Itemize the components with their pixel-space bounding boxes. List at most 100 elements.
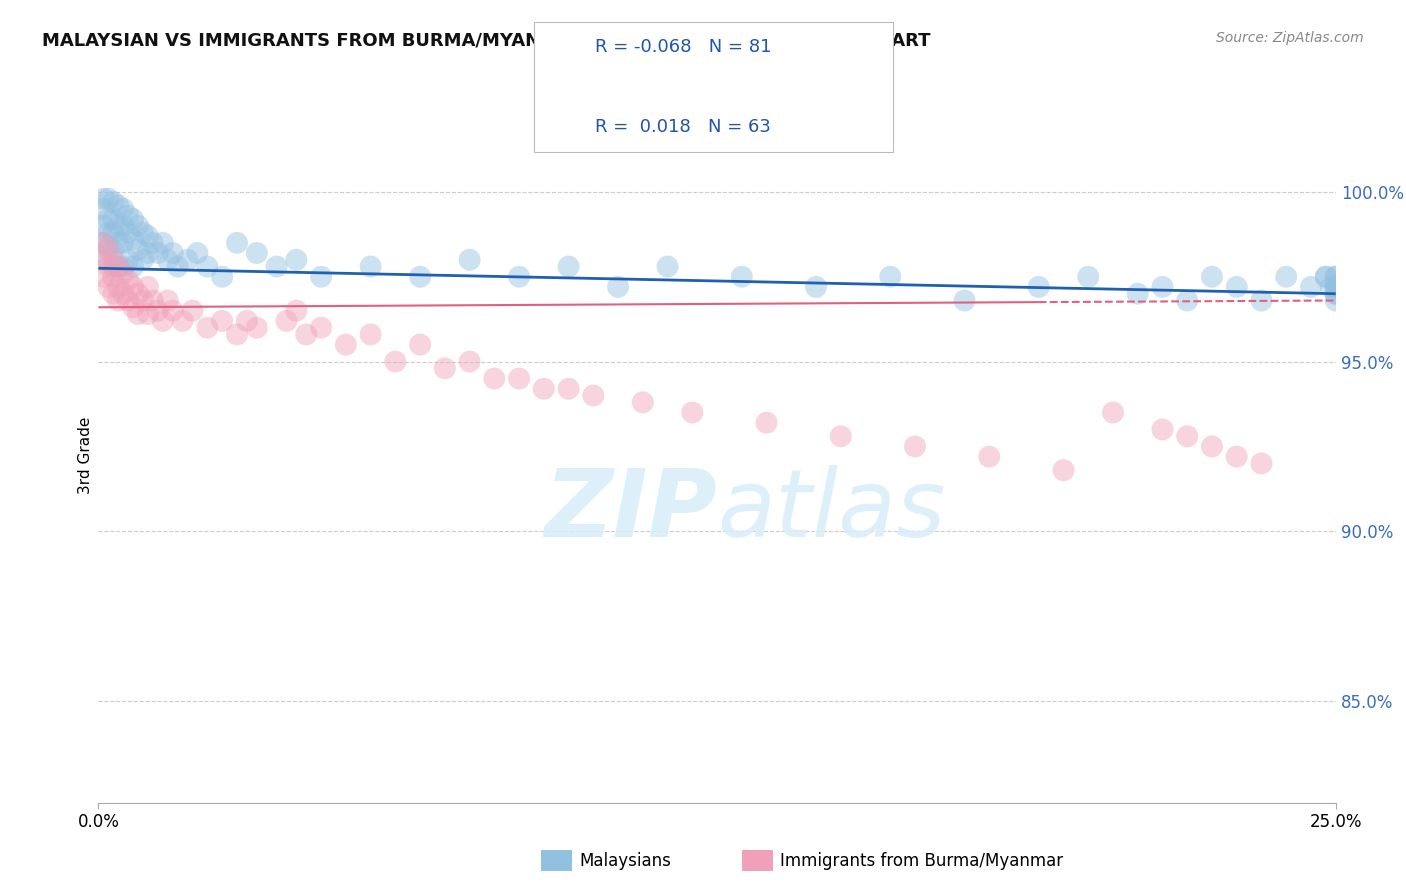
Point bbox=[132, 252, 155, 267]
Point bbox=[103, 286, 125, 301]
Point bbox=[97, 226, 120, 240]
Point bbox=[211, 314, 233, 328]
Point bbox=[1275, 269, 1298, 284]
Point bbox=[582, 388, 605, 402]
Point bbox=[107, 235, 129, 250]
Point bbox=[146, 303, 169, 318]
Point bbox=[142, 293, 165, 308]
Point bbox=[97, 243, 120, 257]
Point bbox=[117, 273, 139, 287]
Point bbox=[1226, 450, 1249, 464]
Point bbox=[309, 320, 332, 334]
Point bbox=[657, 260, 679, 274]
Point bbox=[127, 286, 149, 301]
Point bbox=[830, 429, 852, 443]
Point bbox=[107, 293, 129, 308]
Point bbox=[1324, 269, 1347, 284]
Point bbox=[136, 229, 159, 244]
Point bbox=[112, 266, 135, 280]
Point bbox=[557, 260, 579, 274]
Point bbox=[166, 260, 188, 274]
Point bbox=[979, 450, 1001, 464]
Point bbox=[1250, 457, 1272, 471]
Point bbox=[97, 260, 120, 274]
Point bbox=[1315, 269, 1337, 284]
Point bbox=[211, 269, 233, 284]
Point bbox=[97, 252, 120, 267]
Point bbox=[127, 243, 149, 257]
Point bbox=[172, 314, 194, 328]
Point bbox=[93, 252, 115, 267]
Point bbox=[136, 246, 159, 260]
Point bbox=[309, 269, 332, 284]
Text: atlas: atlas bbox=[717, 465, 945, 556]
Point bbox=[132, 293, 155, 308]
Text: R = -0.068   N = 81: R = -0.068 N = 81 bbox=[595, 38, 772, 56]
Point bbox=[226, 327, 249, 342]
Point bbox=[127, 219, 149, 233]
Point bbox=[103, 252, 125, 267]
Point bbox=[1250, 293, 1272, 308]
Y-axis label: 3rd Grade: 3rd Grade bbox=[77, 417, 93, 493]
Point bbox=[1315, 269, 1337, 284]
Point bbox=[236, 314, 259, 328]
Point bbox=[484, 371, 506, 385]
Point bbox=[107, 260, 129, 274]
Point bbox=[162, 246, 184, 260]
Point bbox=[103, 226, 125, 240]
Point bbox=[152, 235, 174, 250]
Point bbox=[953, 293, 976, 308]
Point bbox=[266, 260, 288, 274]
Point bbox=[681, 405, 703, 419]
Point bbox=[186, 246, 208, 260]
Point bbox=[631, 395, 654, 409]
Point bbox=[117, 293, 139, 308]
Point bbox=[409, 269, 432, 284]
Point bbox=[1201, 439, 1223, 453]
Point bbox=[112, 219, 135, 233]
Point bbox=[103, 260, 125, 274]
Text: Immigrants from Burma/Myanmar: Immigrants from Burma/Myanmar bbox=[780, 852, 1063, 870]
Point bbox=[122, 232, 145, 246]
Point bbox=[1077, 269, 1099, 284]
Point bbox=[226, 235, 249, 250]
Point bbox=[1152, 422, 1174, 436]
Point bbox=[93, 269, 115, 284]
Point bbox=[1201, 269, 1223, 284]
Point bbox=[112, 260, 135, 274]
Point bbox=[112, 202, 135, 216]
Text: MALAYSIAN VS IMMIGRANTS FROM BURMA/MYANMAR 3RD GRADE CORRELATION CHART: MALAYSIAN VS IMMIGRANTS FROM BURMA/MYANM… bbox=[42, 31, 931, 49]
Point bbox=[97, 192, 120, 206]
Text: R =  0.018   N = 63: R = 0.018 N = 63 bbox=[595, 118, 770, 136]
Point bbox=[152, 314, 174, 328]
Point bbox=[1324, 293, 1347, 308]
Point bbox=[127, 307, 149, 321]
Point bbox=[508, 269, 530, 284]
Point bbox=[112, 286, 135, 301]
Point bbox=[97, 239, 120, 253]
Point bbox=[1152, 280, 1174, 294]
Point bbox=[156, 293, 179, 308]
Point bbox=[1324, 269, 1347, 284]
Point bbox=[755, 416, 778, 430]
Point bbox=[295, 327, 318, 342]
Point bbox=[804, 280, 827, 294]
Point bbox=[93, 235, 115, 250]
Point bbox=[276, 314, 298, 328]
Point bbox=[409, 337, 432, 351]
Point bbox=[458, 354, 481, 368]
Point bbox=[1324, 280, 1347, 294]
Point bbox=[904, 439, 927, 453]
Point bbox=[1102, 405, 1125, 419]
Point bbox=[246, 246, 269, 260]
Point bbox=[1028, 280, 1050, 294]
Point bbox=[458, 252, 481, 267]
Point bbox=[181, 303, 204, 318]
Point bbox=[285, 252, 308, 267]
Point bbox=[107, 260, 129, 274]
Point bbox=[1299, 280, 1322, 294]
Point bbox=[360, 327, 382, 342]
Point bbox=[103, 212, 125, 227]
Point bbox=[93, 202, 115, 216]
Point bbox=[285, 303, 308, 318]
